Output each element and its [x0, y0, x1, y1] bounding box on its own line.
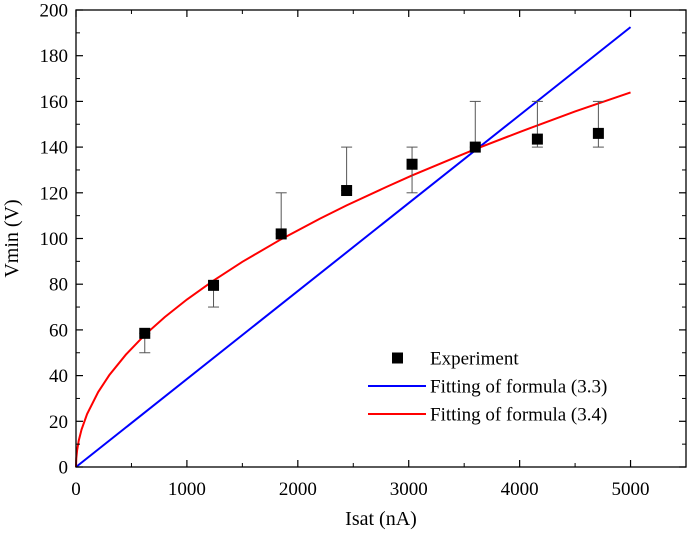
x-tick-label: 0 — [71, 479, 81, 500]
axes-layer: 0 1000 2000 3000 4000 5000 0 20 40 60 80 100 120 140 1… — [40, 1, 686, 500]
data-point — [275, 228, 287, 240]
y-tick-label: 160 — [40, 92, 69, 113]
data-point — [592, 127, 604, 139]
series-line — [75, 26, 632, 468]
legend-label: Fitting of formula (3.3) — [430, 377, 607, 398]
data-point — [406, 158, 418, 170]
y-tick-label: 140 — [40, 138, 69, 159]
data-point — [531, 133, 543, 145]
legend: Experiment Fitting of formula (3.3) Fittin… — [368, 349, 607, 426]
x-tick-label: 5000 — [612, 479, 650, 500]
data-point — [139, 327, 151, 339]
plot-frame — [75, 9, 687, 468]
x-tick-label: 2000 — [279, 479, 317, 500]
x-tick-label: 3000 — [390, 479, 428, 500]
x-tick-label: 4000 — [501, 479, 539, 500]
data-point — [469, 141, 481, 153]
x-axis-title: Isat (nA) — [345, 508, 417, 530]
data-layer — [75, 26, 632, 468]
y-tick-label: 120 — [40, 183, 69, 204]
y-tick-label: 0 — [59, 458, 69, 479]
y-axis-title: Vmin (V) — [1, 199, 23, 277]
x-tick-label: 1000 — [168, 479, 206, 500]
legend-marker — [392, 352, 403, 364]
legend-label: Fitting of formula (3.4) — [430, 405, 607, 426]
y-tick-label: 180 — [40, 46, 69, 67]
y-tick-label: 40 — [49, 366, 68, 387]
y-tick-label: 100 — [40, 229, 69, 250]
y-tick-label: 200 — [40, 1, 69, 22]
y-tick-label: 60 — [49, 320, 68, 341]
data-point — [208, 279, 220, 291]
series-line — [75, 91, 631, 468]
y-tick-label: 20 — [49, 412, 68, 433]
y-tick-label: 80 — [49, 275, 68, 296]
legend-label: Experiment — [430, 349, 519, 370]
data-point — [341, 185, 353, 197]
